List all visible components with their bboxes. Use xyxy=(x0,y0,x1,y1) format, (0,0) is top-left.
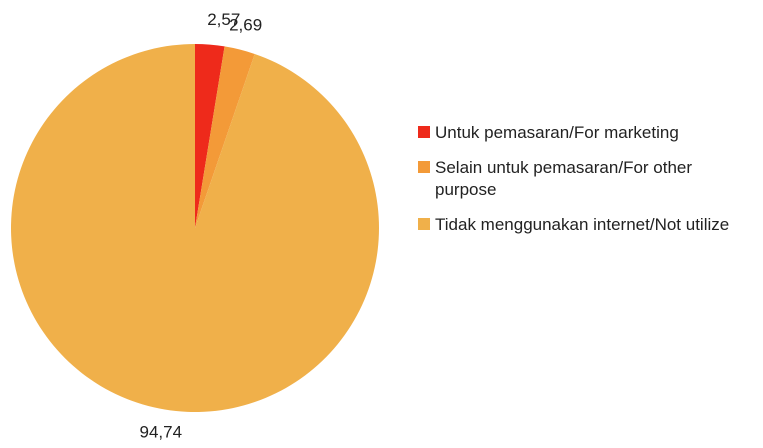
legend-label: Selain untuk pemasaran/For other purpose xyxy=(435,158,693,199)
legend-label: Tidak menggunakan internet/Not utilize xyxy=(435,215,730,234)
data-label: 2,69 xyxy=(229,16,262,35)
legend-label: Untuk pemasaran/For marketing xyxy=(435,123,679,142)
legend-item: Untuk pemasaran/For marketing xyxy=(418,122,738,144)
data-label: 2,57 xyxy=(207,10,240,29)
data-label: 94,74 xyxy=(140,423,183,442)
legend-item: Selain untuk pemasaran/For other purpose xyxy=(418,157,738,201)
pie-slice xyxy=(10,44,379,413)
pie-slice xyxy=(195,46,255,228)
legend-swatch xyxy=(418,126,430,138)
legend-swatch xyxy=(418,218,430,230)
pie-slice xyxy=(195,44,225,228)
legend-item: Tidak menggunakan internet/Not utilize xyxy=(418,214,738,236)
legend: Untuk pemasaran/For marketing Selain untu… xyxy=(418,122,738,249)
legend-swatch xyxy=(418,161,430,173)
